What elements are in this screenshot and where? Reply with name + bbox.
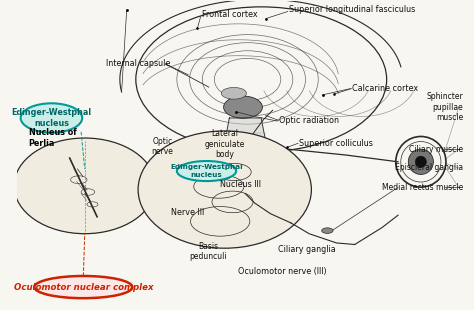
Text: Nucleus III: Nucleus III <box>220 180 261 189</box>
Text: Medial rectus muscle: Medial rectus muscle <box>382 183 463 192</box>
Polygon shape <box>222 118 270 198</box>
Circle shape <box>14 138 155 234</box>
Text: Oculomotor nuclear complex: Oculomotor nuclear complex <box>14 283 153 292</box>
Text: Lateral
geniculate
body: Lateral geniculate body <box>205 129 245 159</box>
Ellipse shape <box>234 141 252 149</box>
Ellipse shape <box>177 161 236 181</box>
Ellipse shape <box>224 96 263 118</box>
Text: Episcleral ganglia: Episcleral ganglia <box>395 163 463 172</box>
Text: Ciliary muscle: Ciliary muscle <box>409 145 463 154</box>
Text: Basis
pedunculi: Basis pedunculi <box>189 241 227 261</box>
Text: Superior colliculus: Superior colliculus <box>299 139 373 148</box>
Text: Internal capsule: Internal capsule <box>106 60 171 69</box>
Text: Calcarine cortex: Calcarine cortex <box>353 84 419 93</box>
Ellipse shape <box>21 103 82 133</box>
Text: Nucleus of
Perlia: Nucleus of Perlia <box>28 128 76 148</box>
Text: Frontal cortex: Frontal cortex <box>202 10 257 19</box>
Text: Nerve III: Nerve III <box>172 208 205 217</box>
Ellipse shape <box>408 149 433 175</box>
Text: Sphincter
pupillae
muscle: Sphincter pupillae muscle <box>427 92 463 122</box>
Text: Superior longitudinal fasciculus: Superior longitudinal fasciculus <box>289 5 415 14</box>
Ellipse shape <box>34 276 132 298</box>
Ellipse shape <box>221 87 246 99</box>
Ellipse shape <box>415 156 427 167</box>
Text: Optic
nerve: Optic nerve <box>151 137 173 156</box>
Text: Edinger-Westphal
nucleus: Edinger-Westphal nucleus <box>11 108 91 128</box>
Circle shape <box>138 131 311 248</box>
Text: Ciliary ganglia: Ciliary ganglia <box>278 245 336 254</box>
Ellipse shape <box>322 228 333 233</box>
Text: Oculomotor nerve (III): Oculomotor nerve (III) <box>238 267 327 276</box>
Text: Edinger-Westphal
nucleus: Edinger-Westphal nucleus <box>170 164 243 178</box>
Text: Optic radiation: Optic radiation <box>280 116 339 125</box>
